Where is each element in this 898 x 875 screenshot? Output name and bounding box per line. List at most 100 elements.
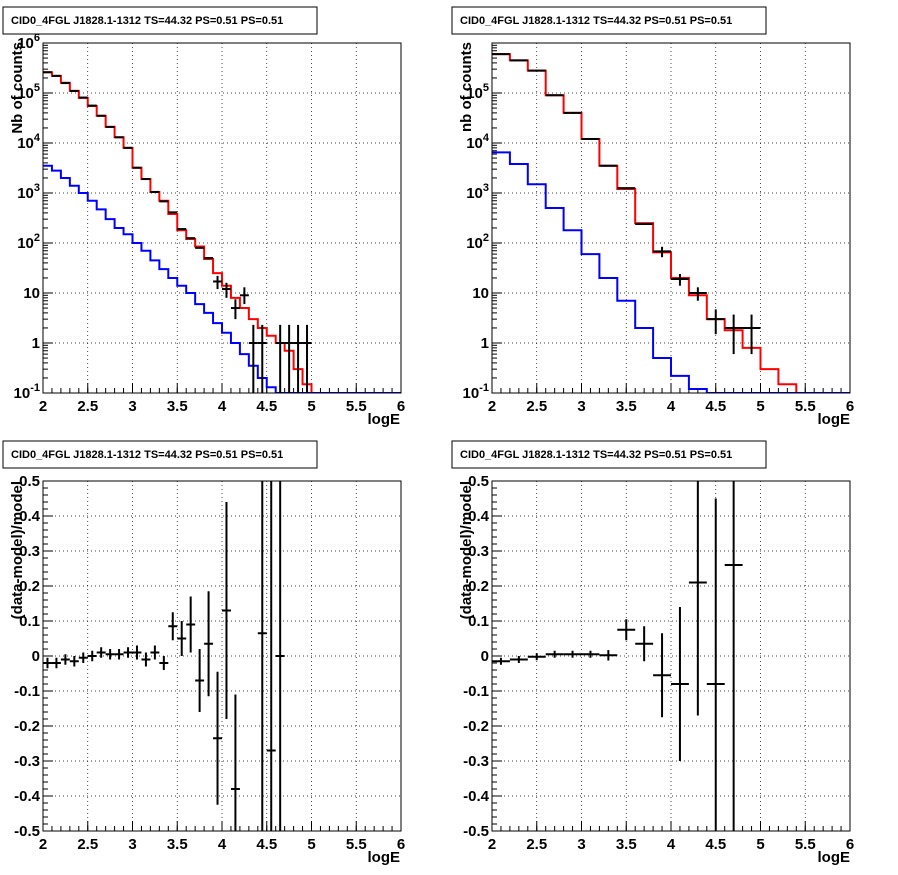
plot-area: 2 2.5 3 3.5 4 4.5 5 5.5 6 10-1 1 10 102 103 104 105 [463, 42, 854, 415]
x-tick-label: 3 [577, 836, 585, 853]
data-point [527, 69, 546, 72]
panel-title: CID0_4FGL J1828.1-1312 TS=44.32 PS=0.51 … [11, 449, 283, 461]
x-tick-label: 5 [307, 836, 315, 853]
data-point [257, 324, 267, 393]
residual-point [159, 656, 169, 670]
y-tick-label: 103 [17, 182, 40, 202]
residual-point [724, 481, 743, 831]
x-tick-label: 2 [39, 836, 47, 853]
x-tick-label: 2.5 [526, 836, 547, 853]
residual-point [213, 671, 222, 805]
x-tick-label: 4 [667, 398, 676, 415]
x-tick-label: 3.5 [167, 398, 188, 415]
residual-point [43, 657, 52, 669]
residual-point [177, 621, 187, 656]
x-tick-label: 3.5 [616, 398, 637, 415]
y-axis-label: nb of counts [458, 42, 475, 132]
data-point [671, 273, 689, 286]
x-tick-label: 3 [128, 836, 136, 853]
data-point [706, 309, 725, 335]
residual-point [230, 694, 240, 831]
x-tick-label: 5.5 [346, 836, 367, 853]
panel-title: CID0_4FGL J1828.1-1312 TS=44.32 PS=0.51 … [460, 15, 732, 27]
x-axis-label: logE [368, 411, 401, 428]
data-point [69, 89, 79, 92]
x-tick-label: 3.5 [616, 836, 637, 853]
panel-title-box: CID0_4FGL J1828.1-1312 TS=44.32 PS=0.51 … [2, 6, 318, 35]
data-point [492, 53, 510, 56]
panel-top-left-counts: CID0_4FGL J1828.1-1312 TS=44.32 PS=0.51 … [2, 6, 405, 428]
residual-point [150, 645, 160, 660]
plot-frame [491, 42, 851, 394]
residual-point [581, 650, 600, 658]
x-tick-label: 3 [577, 398, 585, 415]
data-point [302, 324, 312, 393]
plot-area: 2 2.5 3 3.5 4 4.5 5 5.5 6 -0.5 -0.4 -0.3 -0.2 -0.1 0 0.… [463, 473, 854, 853]
y-tick-label: -0.1 [14, 683, 40, 700]
y-tick-label: 104 [466, 132, 490, 152]
data-point [248, 324, 258, 393]
x-tick-label: 6 [397, 836, 405, 853]
x-tick-label: 4 [218, 836, 227, 853]
data-point [186, 237, 196, 240]
residual-point [123, 647, 133, 658]
residual-point [132, 645, 142, 660]
y-tick-label: 105 [17, 82, 40, 102]
panel-title-box: CID0_4FGL J1828.1-1312 TS=44.32 PS=0.51 … [451, 440, 767, 469]
residual-point [492, 657, 510, 665]
y-axis-label: (data-model)/model [9, 481, 26, 619]
panel-title: CID0_4FGL J1828.1-1312 TS=44.32 PS=0.51 … [11, 15, 283, 27]
residual-point [563, 650, 582, 658]
x-tick-label: 4.5 [256, 398, 277, 415]
x-tick-label: 4.5 [705, 836, 726, 853]
y-tick-label: -0.2 [463, 718, 489, 735]
y-tick-label: -0.4 [463, 788, 490, 805]
x-tick-label: 2 [488, 398, 496, 415]
data-point [132, 166, 142, 169]
panel-title-box: CID0_4FGL J1828.1-1312 TS=44.32 PS=0.51 … [451, 6, 767, 35]
data-point [635, 222, 654, 225]
y-axis-label: Nb of counts [9, 42, 26, 134]
x-tick-label: 5.5 [795, 836, 816, 853]
residual-point [87, 650, 97, 662]
y-tick-label: 0.1 [468, 613, 489, 630]
x-tick-label: 2.5 [77, 836, 98, 853]
data-point [159, 200, 169, 203]
data-point [653, 246, 671, 258]
residual-point [105, 649, 115, 660]
data-point [688, 287, 707, 301]
data-point [293, 324, 303, 393]
y-tick-label: 10 [23, 285, 40, 302]
residual-point [257, 481, 267, 831]
residual-point [60, 654, 70, 665]
y-axis-label: (data-model)/model [458, 481, 475, 619]
data-point [60, 82, 70, 85]
x-tick-label: 5 [307, 398, 315, 415]
x-tick-label: 2 [39, 398, 47, 415]
y-tick-label: 102 [466, 232, 489, 252]
y-tick-label: 0 [32, 648, 40, 665]
panel-title: CID0_4FGL J1828.1-1312 TS=44.32 PS=0.51 … [460, 449, 732, 461]
x-tick-label: 3 [128, 398, 136, 415]
y-tick-label: 0.4 [19, 508, 41, 525]
data-point [617, 187, 636, 190]
model-source-step-line [492, 151, 850, 393]
data-point [43, 71, 52, 74]
y-tick-label: -0.2 [14, 718, 40, 735]
data-layer [492, 481, 743, 831]
data-layer [43, 71, 401, 393]
residual-point [635, 626, 654, 662]
data-point [239, 287, 249, 305]
data-point [96, 114, 106, 117]
data-point [114, 136, 124, 139]
residual-point [599, 650, 618, 661]
data-point [222, 282, 231, 298]
data-point [742, 314, 761, 355]
x-tick-label: 4 [667, 836, 676, 853]
y-tick-label: 0.5 [468, 473, 489, 490]
y-tick-label: -0.5 [14, 823, 40, 840]
x-tick-label: 4.5 [705, 398, 726, 415]
y-tick-label: 0.1 [19, 613, 40, 630]
data-point [123, 146, 133, 149]
